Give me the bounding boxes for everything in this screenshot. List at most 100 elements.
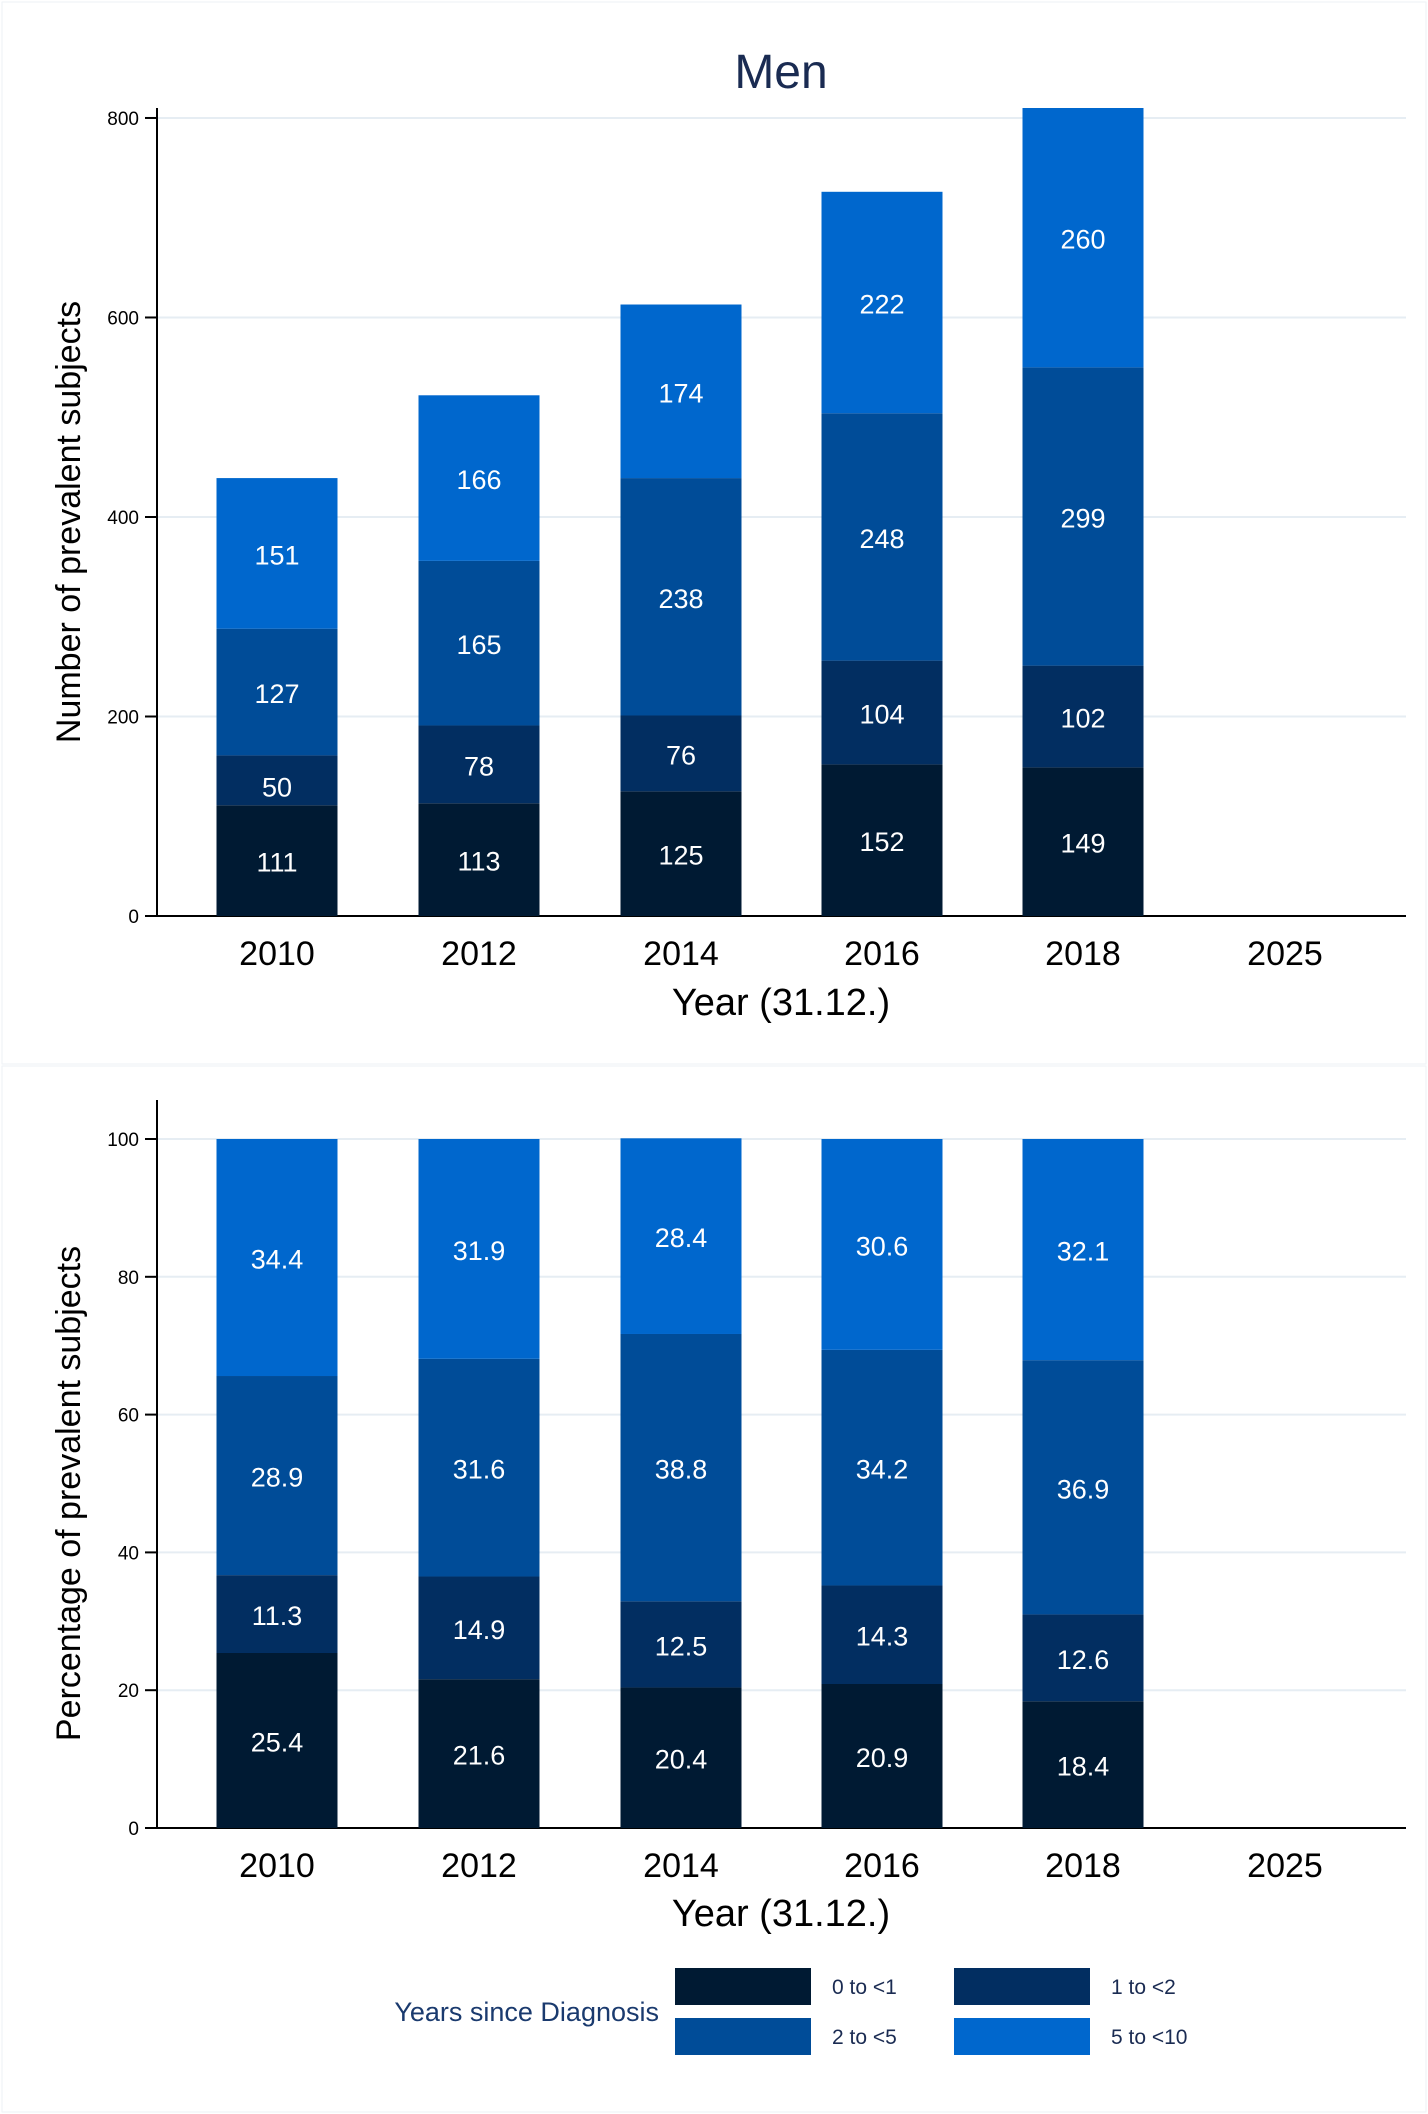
data-label: 14.9 [453,1615,506,1645]
bar-segment [216,755,338,806]
bar-segment [821,660,943,765]
data-label: 31.6 [453,1455,506,1485]
bar-segment [821,1683,943,1828]
legend-label: 0 to <1 [832,1976,897,1999]
bar-segment [418,803,540,916]
data-label: 14.3 [856,1622,909,1652]
x-tick-label: 2010 [239,935,315,973]
bar-segment [620,304,742,479]
data-label: 78 [464,751,494,781]
data-label: 166 [456,465,501,495]
data-label: 18.4 [1057,1752,1110,1782]
data-label: 125 [658,841,703,871]
panel-counts: 0 200 400 600 800 111 50 127 151 2010 113 78 165 166 2… [50,108,1406,1024]
bar-segment [216,628,338,756]
data-label: 34.2 [856,1455,909,1485]
y-tick-label: 800 [107,109,139,130]
bar-segment [418,1358,540,1577]
y-tick-label: 80 [118,1268,139,1289]
bar-segment [1022,108,1144,368]
bar-segment [821,1139,943,1350]
y-tick-label: 0 [128,907,139,928]
x-tick-label: 2012 [441,935,517,973]
x-tick-label: 2014 [643,935,719,973]
panel-percentages: 0 20 40 60 80 100 25.4 11.3 28.9 34.4 2010 21.6 14.9… [50,1100,1406,1935]
x-tick-label: 2018 [1045,1847,1121,1885]
data-label: 32.1 [1057,1237,1110,1267]
bar-segment [1022,665,1144,768]
data-label: 28.9 [251,1463,304,1493]
y-axis-title: Number of prevalent subjects [50,301,88,743]
x-tick-label: 2014 [643,1847,719,1885]
bar-segment [1022,1701,1144,1828]
data-label: 20.4 [655,1745,708,1775]
data-label: 113 [457,847,500,877]
bar-segment [821,764,943,916]
y-tick-label: 0 [128,1819,139,1840]
data-label: 151 [254,540,299,570]
legend-swatch [954,2018,1090,2055]
y-tick-label: 40 [118,1543,139,1564]
legend-swatch [675,1968,811,2005]
data-label: 299 [1060,503,1105,533]
data-label: 11.3 [252,1601,303,1631]
data-label: 104 [859,700,904,730]
x-tick-label: 2016 [844,1847,920,1885]
legend-label: 5 to <10 [1111,2026,1187,2049]
data-label: 222 [859,290,904,320]
bar-segment [418,1576,540,1680]
x-tick-label: 2010 [239,1847,315,1885]
x-tick-label: 2025 [1247,935,1323,973]
bar-segment [216,1376,338,1576]
data-label: 127 [254,679,299,709]
data-label: 30.6 [856,1231,909,1261]
legend-label: 2 to <5 [832,2026,897,2049]
bar-segment [620,791,742,916]
legend: Years since Diagnosis 0 to <1 1 to <2 2 to… [394,1968,1187,2055]
legend-swatch [954,1968,1090,2005]
data-label: 152 [859,827,904,857]
bar-segment [216,805,338,916]
x-tick-label: 2016 [844,935,920,973]
data-label: 12.5 [655,1631,708,1661]
data-label: 28.4 [655,1223,708,1253]
bar-segment [216,1139,338,1377]
x-axis-title: Year (31.12.) [672,982,890,1024]
data-label: 36.9 [1057,1474,1110,1504]
bar-segment [216,478,338,629]
legend-title: Years since Diagnosis [394,1997,659,2027]
bar-segment [620,1333,742,1602]
y-tick-label: 100 [107,1130,139,1151]
data-label: 174 [658,378,703,408]
bar-segment [1022,1360,1144,1615]
data-label: 34.4 [251,1245,304,1275]
data-label: 12.6 [1057,1645,1110,1675]
bar-segment [821,413,943,661]
bar-segment [418,560,540,726]
x-axis-title: Year (31.12.) [672,1893,890,1935]
bar-segment [620,715,742,792]
bar-segment [1022,767,1144,916]
data-label: 149 [1060,829,1105,859]
legend-label: 1 to <2 [1111,1976,1176,1999]
bar-segment [418,395,540,561]
x-tick-label: 2018 [1045,935,1121,973]
y-tick-label: 400 [107,508,139,529]
bar-segment [821,191,943,414]
chart-title: Men [734,46,827,99]
data-label: 20.9 [856,1743,909,1773]
bar-segment [821,1349,943,1586]
data-label: 248 [859,524,904,554]
data-label: 76 [666,740,696,770]
bar-segment [821,1585,943,1684]
bar-segment [620,1601,742,1688]
bar-segment [418,1679,540,1828]
data-label: 111 [256,848,297,878]
x-tick-label: 2012 [441,1847,517,1885]
bar-segment [216,1652,338,1828]
y-tick-label: 600 [107,308,139,329]
legend-swatch [675,2018,811,2055]
bar-segment [1022,367,1144,666]
